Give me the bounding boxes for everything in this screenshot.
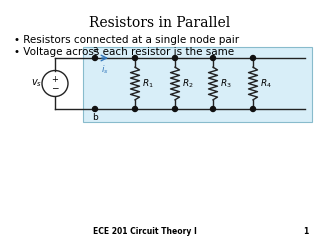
Text: a: a	[92, 45, 98, 54]
Circle shape	[211, 107, 215, 112]
Text: +: +	[52, 75, 59, 84]
Text: ECE 201 Circuit Theory I: ECE 201 Circuit Theory I	[93, 227, 197, 235]
Text: $R_4$: $R_4$	[260, 77, 272, 90]
Text: 1: 1	[303, 227, 308, 235]
Circle shape	[132, 107, 138, 112]
Circle shape	[172, 107, 178, 112]
Text: Resistors in Parallel: Resistors in Parallel	[89, 16, 231, 30]
Text: −: −	[51, 83, 59, 92]
FancyBboxPatch shape	[83, 47, 312, 122]
Text: • Voltage across each resistor is the same: • Voltage across each resistor is the sa…	[14, 47, 234, 57]
Text: $i_s$: $i_s$	[101, 63, 109, 76]
Circle shape	[211, 55, 215, 60]
Circle shape	[251, 107, 255, 112]
Circle shape	[132, 55, 138, 60]
Circle shape	[92, 55, 98, 60]
Text: $v_s$: $v_s$	[31, 78, 43, 90]
Circle shape	[172, 55, 178, 60]
Circle shape	[92, 107, 98, 112]
Text: b: b	[92, 113, 98, 122]
Text: $R_1$: $R_1$	[142, 77, 154, 90]
Text: $R_3$: $R_3$	[220, 77, 232, 90]
Circle shape	[251, 55, 255, 60]
Text: • Resistors connected at a single node pair: • Resistors connected at a single node p…	[14, 35, 239, 45]
Text: $R_2$: $R_2$	[182, 77, 194, 90]
